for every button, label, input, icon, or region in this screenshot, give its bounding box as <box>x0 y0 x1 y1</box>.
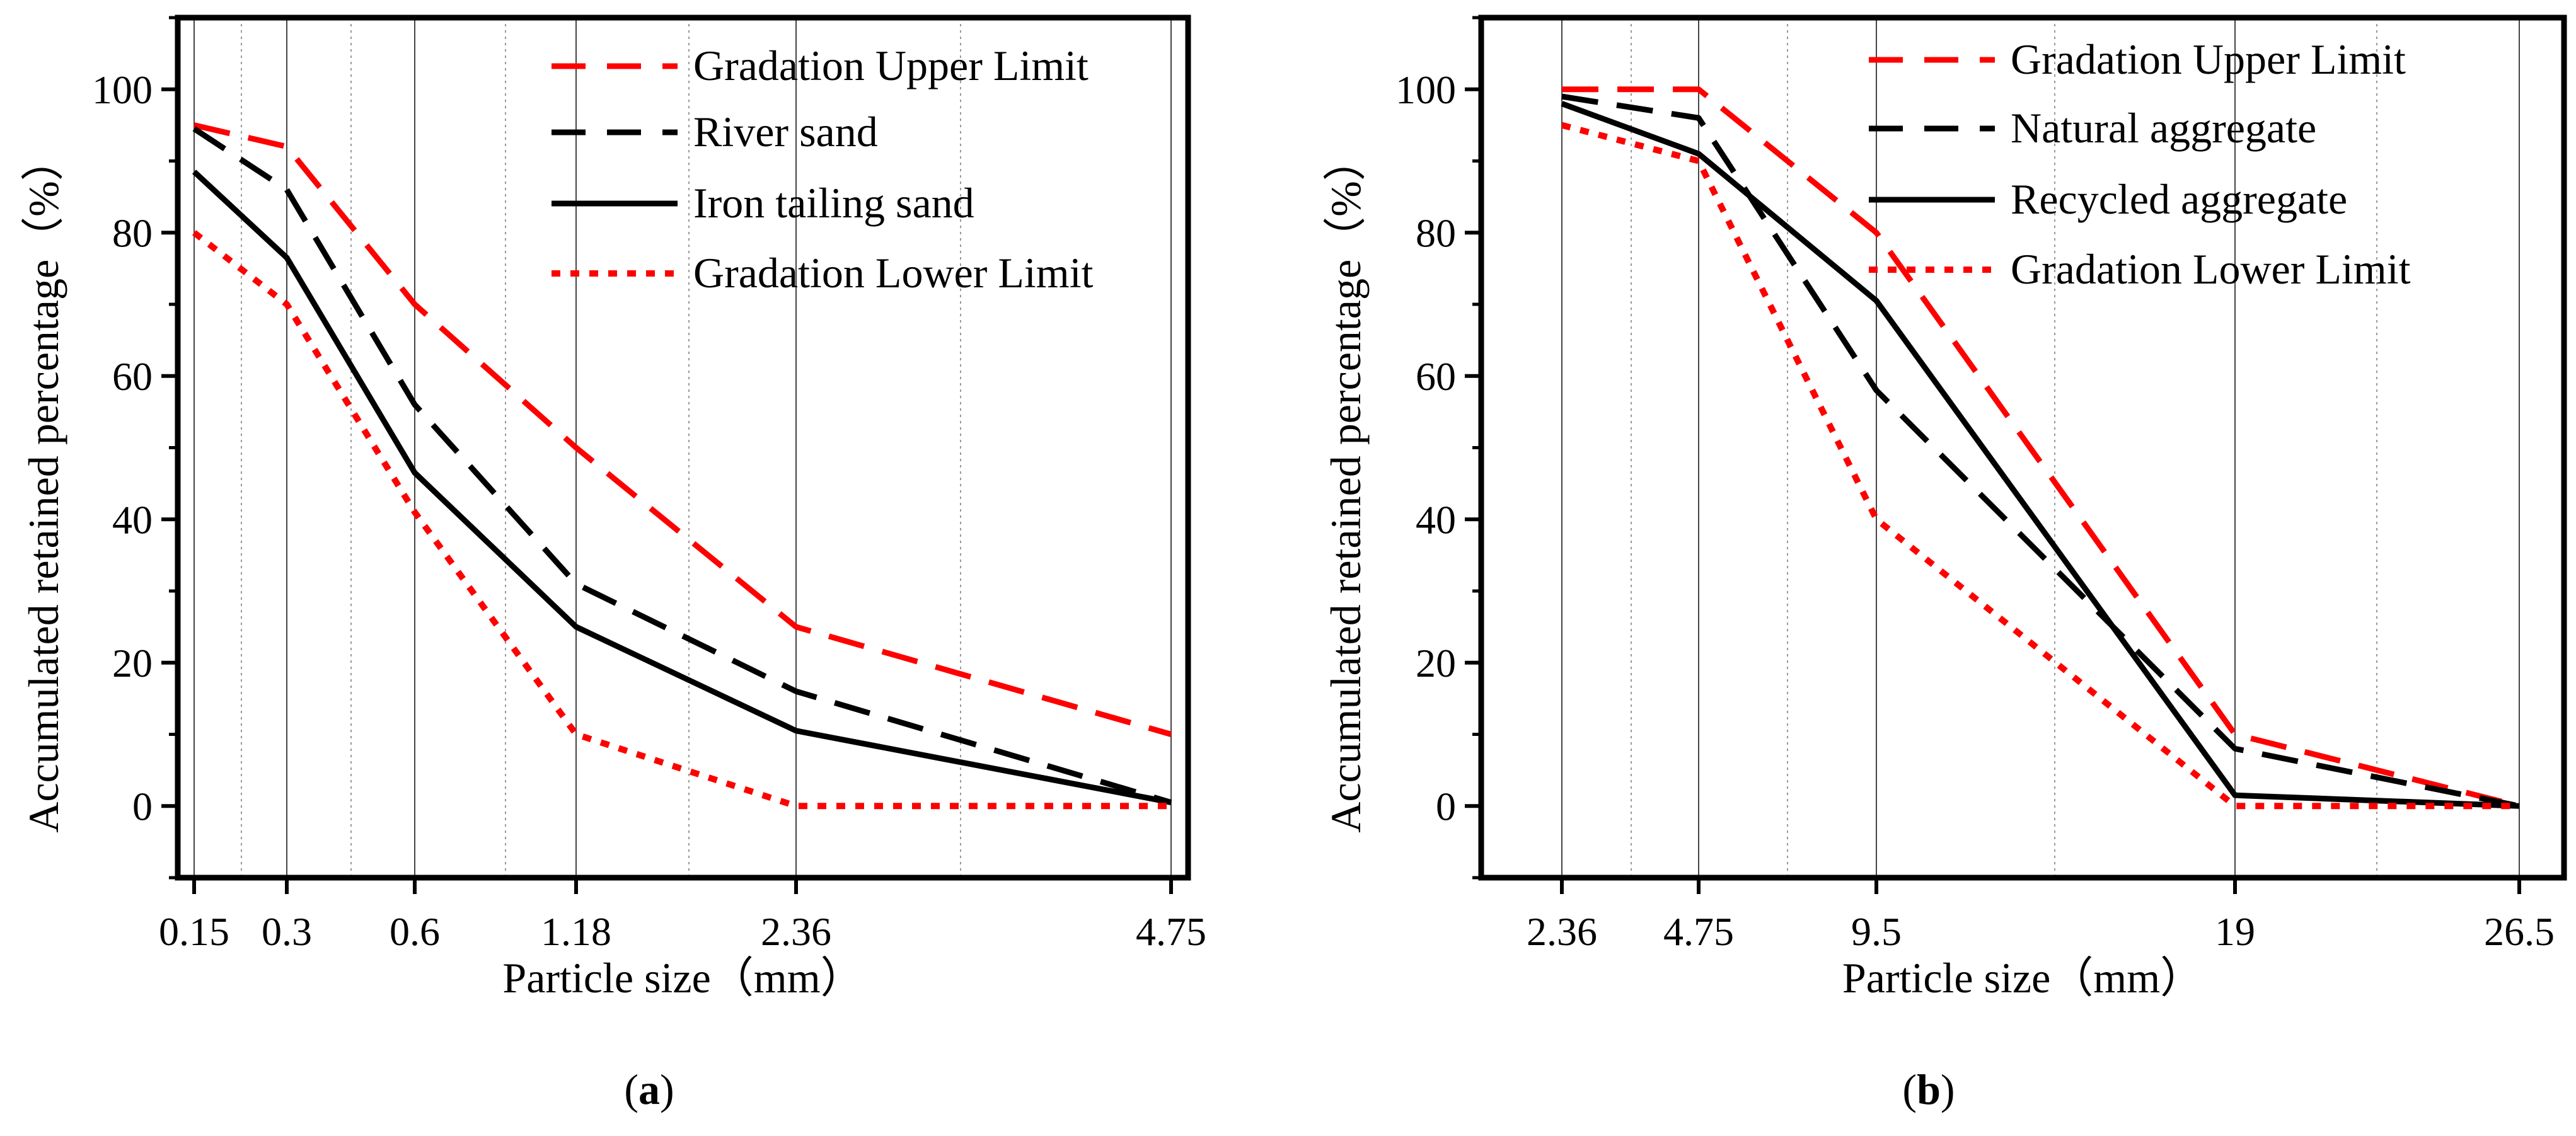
x-tick-label: 4.75 <box>1663 909 1734 954</box>
legend-label-1: Gradation Upper Limit <box>693 42 1089 89</box>
panel-label-part: b <box>1917 1065 1941 1113</box>
legend-label-2: River sand <box>693 108 878 156</box>
y-tick-label: 20 <box>112 641 153 686</box>
x-tick-label: 26.5 <box>2484 909 2555 954</box>
y-tick-label: 80 <box>112 210 153 255</box>
x-tick-label: 19 <box>2215 909 2255 954</box>
x-tick-label: 1.18 <box>541 909 611 954</box>
series-line-4 <box>194 232 1171 806</box>
panel-label-part: ( <box>624 1065 638 1113</box>
legend-label-3: Recycled aggregate <box>2011 175 2347 223</box>
y-axis-title: Accumulated retained percentage（%） <box>20 138 67 833</box>
y-axis-title: Accumulated retained percentage（%） <box>1322 138 1370 833</box>
legend: Gradation Upper Limit Natural aggregate Re… <box>1869 35 2411 293</box>
chart-panel-b: 0 20 40 60 80 100 2.36 4.75 9.5 19 26.5 Particle si… <box>1322 18 2564 1113</box>
series-line-4 <box>1562 125 2519 806</box>
panel-label-part: ( <box>1902 1065 1917 1113</box>
x-tick-label: 0.6 <box>390 909 440 954</box>
panel-label-part: a <box>638 1065 660 1113</box>
legend-label-1: Gradation Upper Limit <box>2011 35 2406 83</box>
x-axis-title: Particle size（mm） <box>502 954 863 1002</box>
plot-frame <box>178 18 1188 878</box>
figure-canvas: 0 20 40 60 80 100 0.15 0.3 0.6 1.18 2.36 4.75 Partic… <box>0 0 2576 1136</box>
y-tick-label: 20 <box>1416 641 1456 686</box>
y-tick-label: 40 <box>112 497 153 542</box>
x-tick-label: 0.3 <box>262 909 312 954</box>
legend-label-3: Iron tailing sand <box>693 179 974 227</box>
chart-panel-a: 0 20 40 60 80 100 0.15 0.3 0.6 1.18 2.36 4.75 Partic… <box>20 18 1206 1113</box>
y-tick-label: 0 <box>132 784 153 829</box>
y-tick-label: 60 <box>112 354 153 399</box>
x-tick-label: 4.75 <box>1136 909 1206 954</box>
x-tick-label: 2.36 <box>761 909 831 954</box>
panel-label-part: ) <box>660 1065 674 1113</box>
x-tick-label: 2.36 <box>1527 909 1597 954</box>
x-axis-title: Particle size（mm） <box>1842 954 2203 1002</box>
y-tick-label: 0 <box>1436 784 1456 829</box>
legend-label-4: Gradation Lower Limit <box>2011 245 2411 293</box>
legend-label-2: Natural aggregate <box>2011 104 2316 152</box>
panel-label-part: ) <box>1941 1065 1955 1113</box>
legend-label-4: Gradation Lower Limit <box>693 249 1094 297</box>
series-line-2 <box>194 129 1171 802</box>
x-tick-label: 9.5 <box>1851 909 1902 954</box>
panel-label: (a) <box>624 1065 674 1113</box>
y-tick-label: 100 <box>92 67 153 112</box>
y-tick-label: 100 <box>1395 67 1456 112</box>
y-tick-label: 60 <box>1416 354 1456 399</box>
y-tick-label: 80 <box>1416 210 1456 255</box>
series-line-1 <box>194 125 1171 735</box>
x-tick-label: 0.15 <box>159 909 229 954</box>
panel-label: (b) <box>1902 1065 1955 1113</box>
y-tick-label: 40 <box>1416 497 1456 542</box>
legend: Gradation Upper Limit River sand Iron tail… <box>552 42 1094 297</box>
